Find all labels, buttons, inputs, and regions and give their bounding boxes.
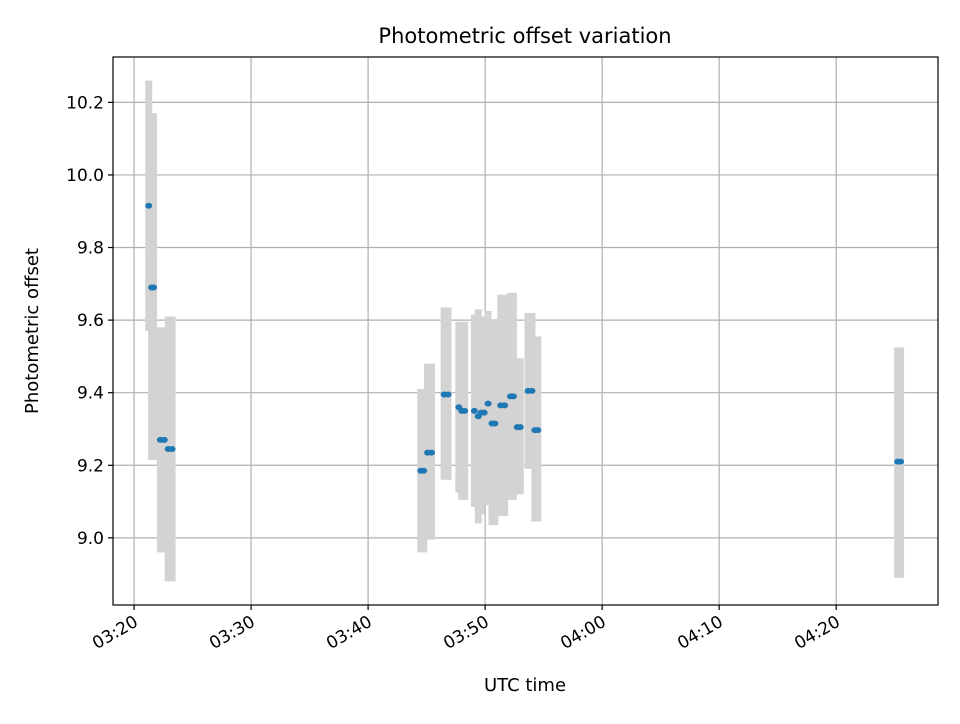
data-point bbox=[444, 391, 452, 398]
data-point bbox=[470, 407, 478, 414]
y-axis-label: Photometric offset bbox=[22, 248, 43, 414]
data-point bbox=[160, 436, 168, 443]
y-tick-label: 10.2 bbox=[66, 93, 104, 113]
data-point bbox=[516, 424, 524, 431]
chart-title: Photometric offset variation bbox=[378, 24, 671, 48]
data-point bbox=[461, 407, 469, 414]
data-point bbox=[480, 409, 488, 416]
data-point bbox=[420, 467, 428, 474]
data-point bbox=[534, 427, 542, 434]
y-tick-label: 10.0 bbox=[66, 166, 104, 186]
y-tick-label: 9.0 bbox=[77, 529, 104, 549]
data-point bbox=[528, 387, 536, 394]
data-points bbox=[145, 202, 905, 474]
y-tick-label: 9.4 bbox=[77, 384, 104, 404]
y-tick-label: 9.8 bbox=[77, 239, 104, 259]
y-tick-label: 9.2 bbox=[77, 456, 104, 476]
data-point bbox=[150, 284, 158, 291]
data-point bbox=[484, 400, 492, 407]
data-point bbox=[168, 445, 176, 452]
data-point bbox=[145, 202, 153, 209]
data-point bbox=[501, 402, 509, 409]
data-point bbox=[897, 458, 905, 465]
data-point bbox=[509, 393, 517, 400]
y-tick-label: 9.6 bbox=[77, 311, 104, 331]
data-point bbox=[491, 420, 499, 427]
x-axis-label: UTC time bbox=[484, 675, 566, 696]
plot-frame bbox=[112, 56, 939, 606]
data-point bbox=[427, 449, 435, 456]
